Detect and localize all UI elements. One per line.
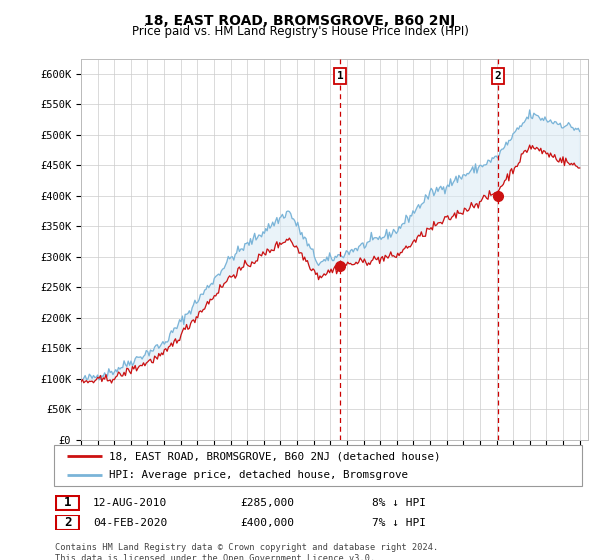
Text: Contains HM Land Registry data © Crown copyright and database right 2024.
This d: Contains HM Land Registry data © Crown c…	[55, 543, 439, 560]
Text: 18, EAST ROAD, BROMSGROVE, B60 2NJ (detached house): 18, EAST ROAD, BROMSGROVE, B60 2NJ (deta…	[109, 451, 441, 461]
FancyBboxPatch shape	[54, 445, 582, 486]
Text: 1: 1	[64, 496, 71, 510]
Text: 04-FEB-2020: 04-FEB-2020	[93, 518, 167, 528]
Text: HPI: Average price, detached house, Bromsgrove: HPI: Average price, detached house, Brom…	[109, 470, 409, 480]
Text: 12-AUG-2010: 12-AUG-2010	[93, 498, 167, 508]
Text: 18, EAST ROAD, BROMSGROVE, B60 2NJ: 18, EAST ROAD, BROMSGROVE, B60 2NJ	[145, 14, 455, 28]
Text: 8% ↓ HPI: 8% ↓ HPI	[372, 498, 426, 508]
Text: 1: 1	[337, 71, 344, 81]
Text: £400,000: £400,000	[240, 518, 294, 528]
Text: 2: 2	[64, 516, 71, 529]
Text: Price paid vs. HM Land Registry's House Price Index (HPI): Price paid vs. HM Land Registry's House …	[131, 25, 469, 38]
Text: 7% ↓ HPI: 7% ↓ HPI	[372, 518, 426, 528]
Text: 2: 2	[494, 71, 501, 81]
FancyBboxPatch shape	[56, 496, 79, 510]
Text: £285,000: £285,000	[240, 498, 294, 508]
FancyBboxPatch shape	[56, 515, 79, 530]
